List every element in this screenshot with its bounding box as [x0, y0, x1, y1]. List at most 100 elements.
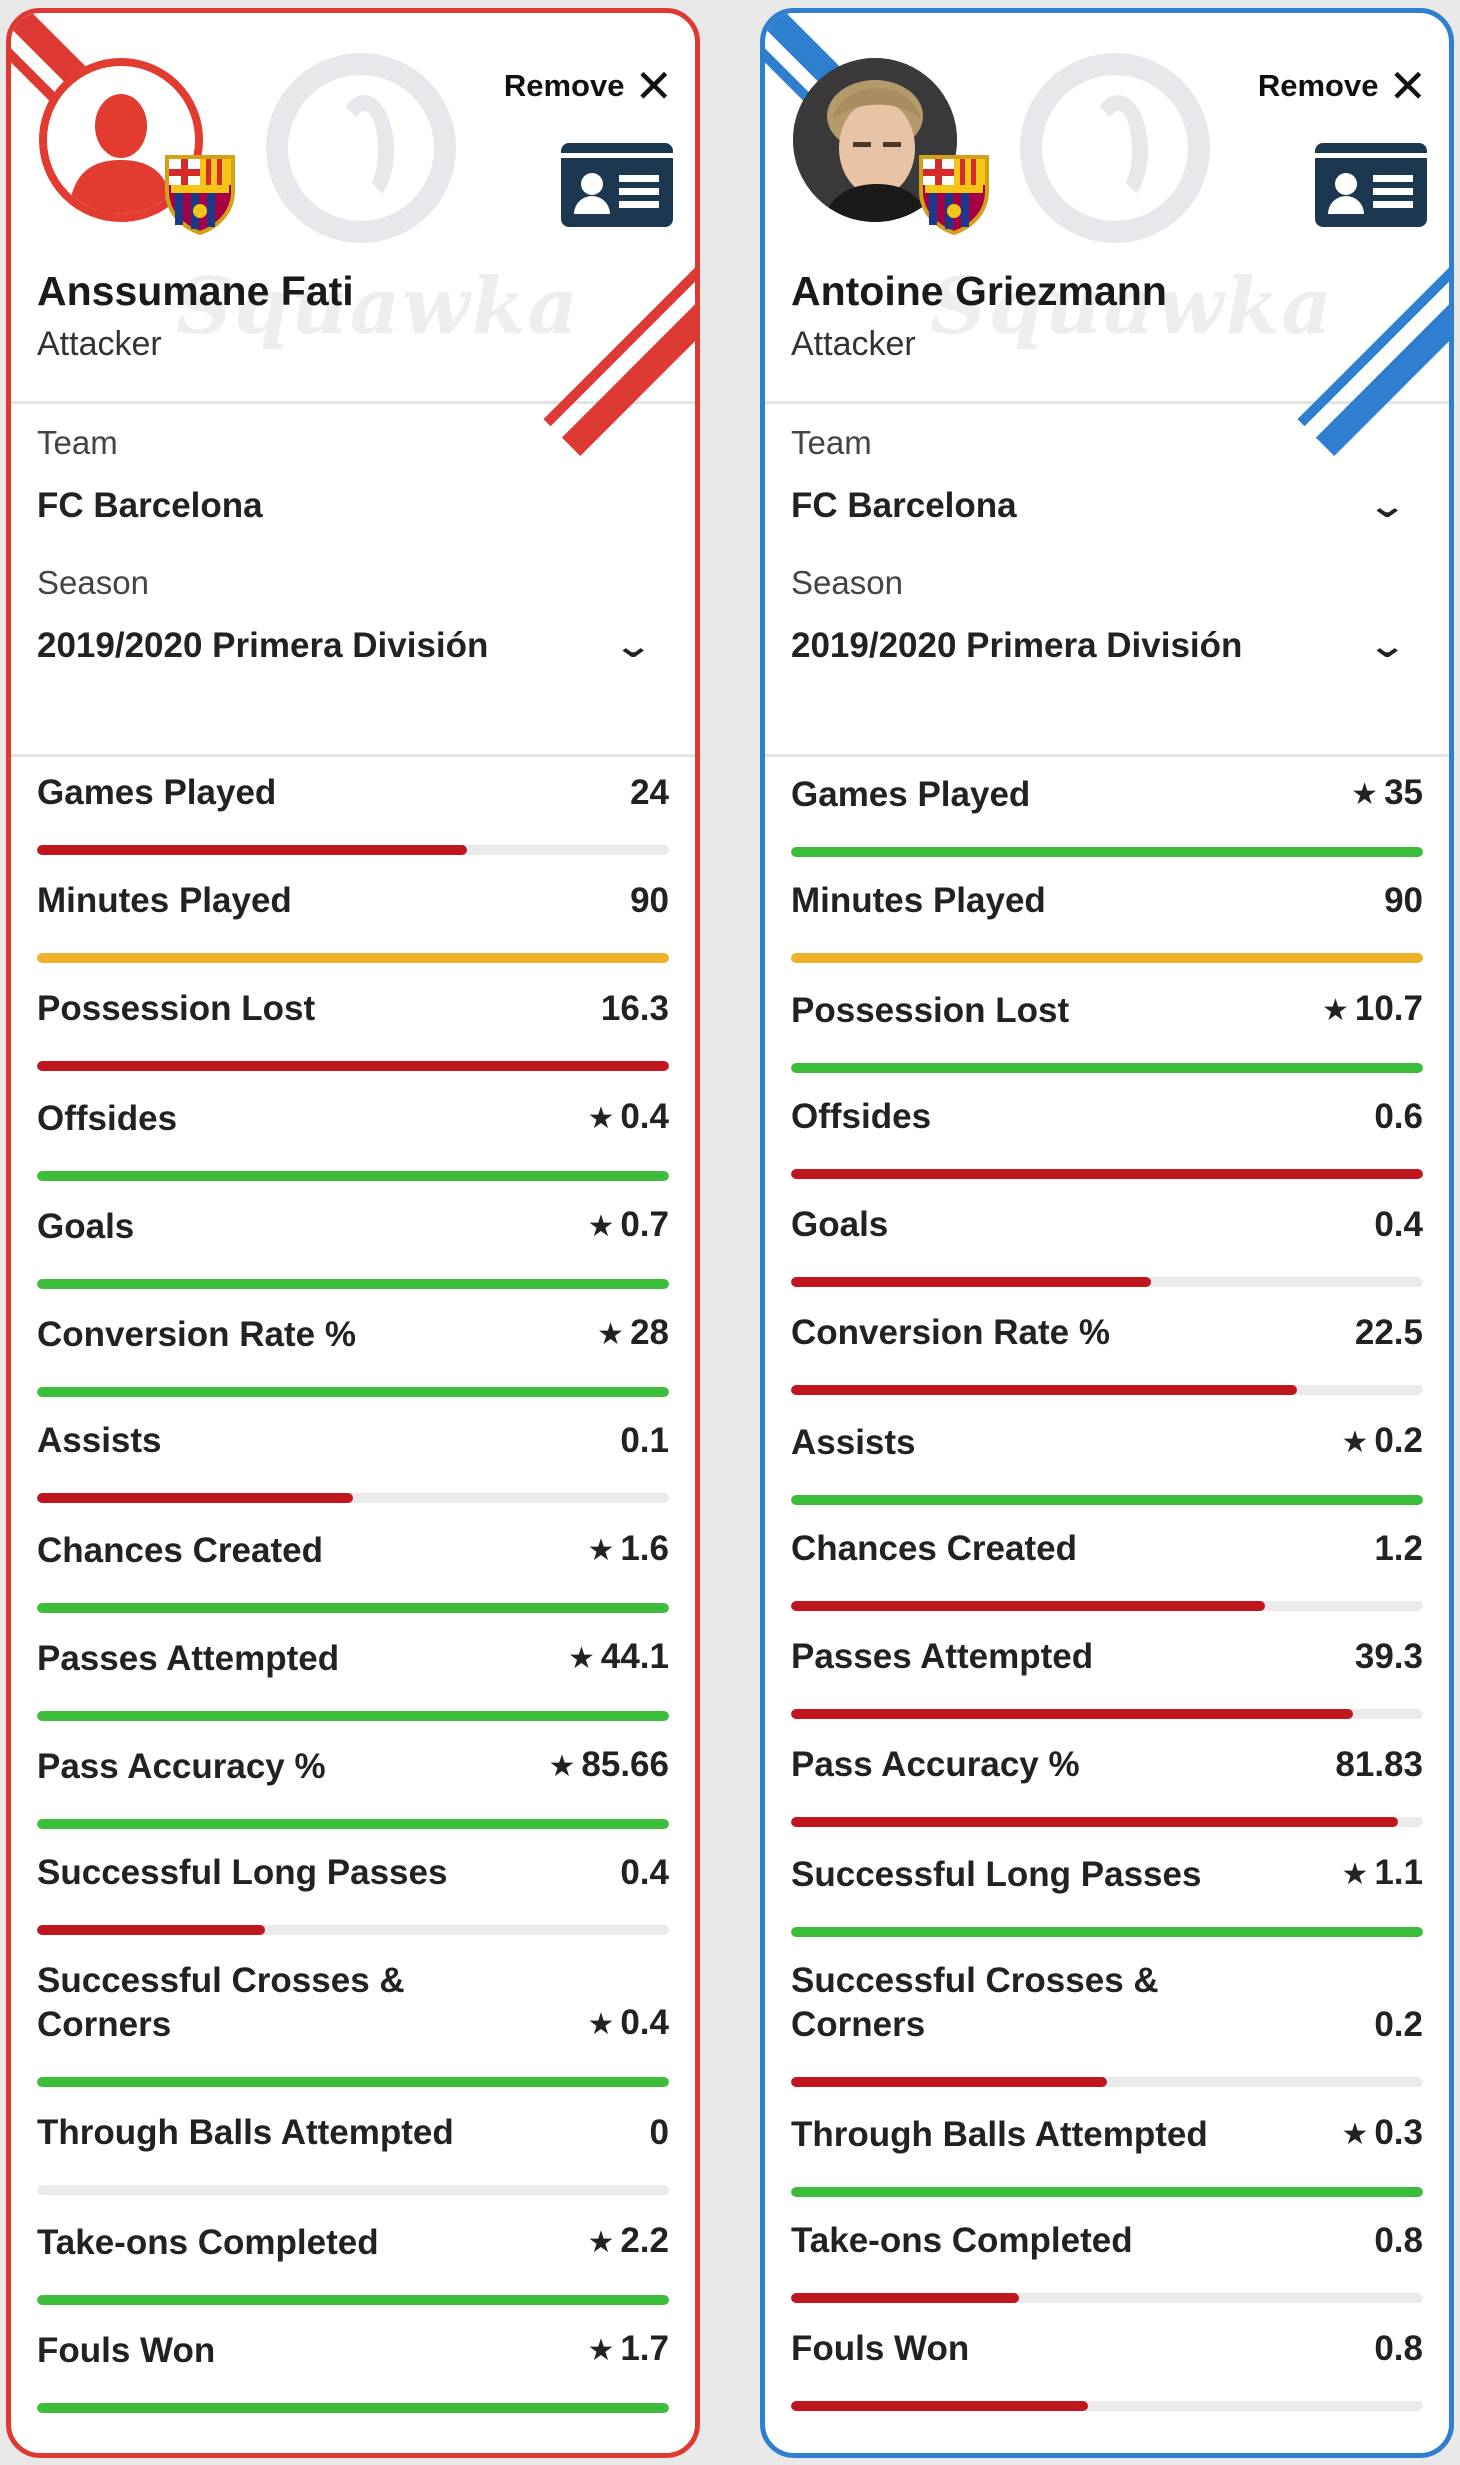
star-icon: ★ [587, 1534, 615, 1567]
star-icon: ★ [548, 1750, 576, 1783]
stat-row: Goals 0.4 [791, 1203, 1423, 1247]
card-header: Squawka [11, 13, 695, 456]
stat-bar-fill [37, 1819, 669, 1829]
stat-item: Possession Lost ★ 10.7 [791, 973, 1423, 1081]
stat-item: Goals 0.4 [791, 1189, 1423, 1297]
stat-bar [37, 1171, 669, 1181]
stat-item: Successful Long Passes ★ 1.1 [791, 1837, 1423, 1945]
stat-number: 39.3 [1354, 1637, 1423, 1676]
stat-bar [37, 2295, 669, 2305]
stat-label: Pass Accuracy % [37, 1747, 326, 1786]
stat-number: 81.83 [1335, 1745, 1423, 1784]
stat-label: Take-ons Completed [37, 2223, 379, 2262]
stat-number: 0.8 [1374, 2221, 1423, 2260]
stat-bar [791, 1169, 1423, 1179]
stat-label: Through Balls Attempted [37, 2113, 454, 2152]
star-icon: ★ [1351, 778, 1379, 811]
star-icon: ★ [1341, 2118, 1369, 2151]
stat-item: Chances Created ★ 1.6 [37, 1513, 669, 1621]
close-icon: ✕ [1388, 60, 1427, 112]
stat-bar-fill [791, 2077, 1107, 2087]
stat-row: Chances Created ★ 1.6 [37, 1527, 669, 1573]
stat-bar-fill [791, 1495, 1423, 1505]
stat-bar-fill [37, 845, 467, 855]
stat-value: 90 [1384, 879, 1423, 923]
stat-bar-fill [37, 1387, 669, 1397]
stat-bar [791, 1817, 1423, 1827]
stat-number: 2.2 [620, 2221, 669, 2260]
stat-item: Passes Attempted ★ 44.1 [37, 1621, 669, 1729]
remove-button[interactable]: Remove ✕ [1258, 63, 1427, 109]
stat-item: Assists 0.1 [37, 1405, 669, 1513]
stat-bar [791, 2401, 1423, 2411]
team-value: FC Barcelona [791, 486, 1017, 525]
stat-number: 0.4 [620, 2003, 669, 2042]
stat-item: Conversion Rate % 22.5 [791, 1297, 1423, 1405]
watermark-text: Squawka [930, 261, 1334, 352]
star-icon: ★ [587, 1102, 615, 1135]
stat-row: Pass Accuracy % ★ 85.66 [37, 1743, 669, 1789]
stat-item: Games Played 24 [37, 757, 669, 865]
stat-item: Goals ★ 0.7 [37, 1189, 669, 1297]
star-icon: ★ [587, 2226, 615, 2259]
stat-bar [37, 2185, 669, 2195]
stats-list: Games Played 24 Minutes Played 90 Possession… [11, 757, 695, 2421]
star-icon: ★ [587, 2334, 615, 2367]
stat-item: Take-ons Completed ★ 2.2 [37, 2205, 669, 2313]
watermark-logo-icon [266, 53, 456, 243]
stat-bar [791, 1495, 1423, 1505]
stat-value: ★ 1.1 [1341, 1851, 1423, 1897]
stat-bar-fill [791, 1817, 1398, 1827]
player-profile-card-icon[interactable] [1315, 143, 1427, 227]
stat-bar-fill [37, 1279, 669, 1289]
player-profile-card-icon[interactable] [561, 143, 673, 227]
stat-value: 0.4 [1374, 1203, 1423, 1247]
stat-label: Possession Lost [37, 989, 316, 1028]
stat-row: Take-ons Completed ★ 2.2 [37, 2219, 669, 2265]
stat-row: Fouls Won ★ 1.7 [37, 2327, 669, 2373]
stat-label: Chances Created [37, 1531, 323, 1570]
season-select[interactable]: 2019/2020 Primera División ⌄ [37, 626, 669, 666]
stat-bar [791, 1709, 1423, 1719]
stat-number: 0.2 [1374, 2005, 1423, 2044]
stat-label: Passes Attempted [791, 1637, 1094, 1676]
stat-bar-fill [791, 1277, 1152, 1287]
team-select[interactable]: FC Barcelona [37, 486, 669, 526]
chevron-down-icon: ⌄ [612, 627, 653, 665]
stat-value: 22.5 [1355, 1311, 1423, 1355]
stat-item: Chances Created 1.2 [791, 1513, 1423, 1621]
stat-label: Fouls Won [791, 2329, 970, 2368]
stat-label: Minutes Played [791, 881, 1046, 920]
stat-label: Conversion Rate % [37, 1315, 356, 1354]
stat-row: Take-ons Completed 0.8 [791, 2219, 1423, 2263]
stat-item: Games Played ★ 35 [791, 757, 1423, 865]
stat-bar-fill [791, 953, 1423, 963]
stat-value: 0.8 [1374, 2219, 1423, 2263]
stat-row: Successful Long Passes 0.4 [37, 1851, 669, 1895]
team-select[interactable]: FC Barcelona ⌄ [791, 486, 1423, 526]
stat-number: 22.5 [1354, 1313, 1423, 1352]
stat-value: 81.83 [1335, 1743, 1423, 1787]
stat-bar [37, 845, 669, 855]
stat-number: 90 [630, 881, 669, 920]
stat-row: Assists 0.1 [37, 1419, 669, 1463]
stat-row: Games Played ★ 35 [791, 771, 1423, 817]
stat-bar-fill [791, 2293, 1019, 2303]
team-label: Team [37, 424, 118, 461]
player-position: Attacker [791, 325, 916, 363]
remove-button[interactable]: Remove ✕ [504, 63, 673, 109]
stat-label: Pass Accuracy % [791, 1745, 1080, 1784]
stat-row: Minutes Played 90 [37, 879, 669, 923]
stat-bar-fill [791, 1385, 1297, 1395]
stat-value: 16.3 [601, 987, 669, 1031]
stat-item: Successful Long Passes 0.4 [37, 1837, 669, 1945]
stat-bar-fill [791, 2401, 1089, 2411]
season-select[interactable]: 2019/2020 Primera División ⌄ [791, 626, 1423, 666]
stat-item: Passes Attempted 39.3 [791, 1621, 1423, 1729]
stat-row: Fouls Won 0.8 [791, 2327, 1423, 2371]
stat-number: 0 [649, 2113, 669, 2152]
stat-bar-fill [37, 1603, 669, 1613]
star-icon: ★ [587, 1210, 615, 1243]
stat-bar [791, 2077, 1423, 2087]
stat-bar-fill [791, 847, 1423, 857]
